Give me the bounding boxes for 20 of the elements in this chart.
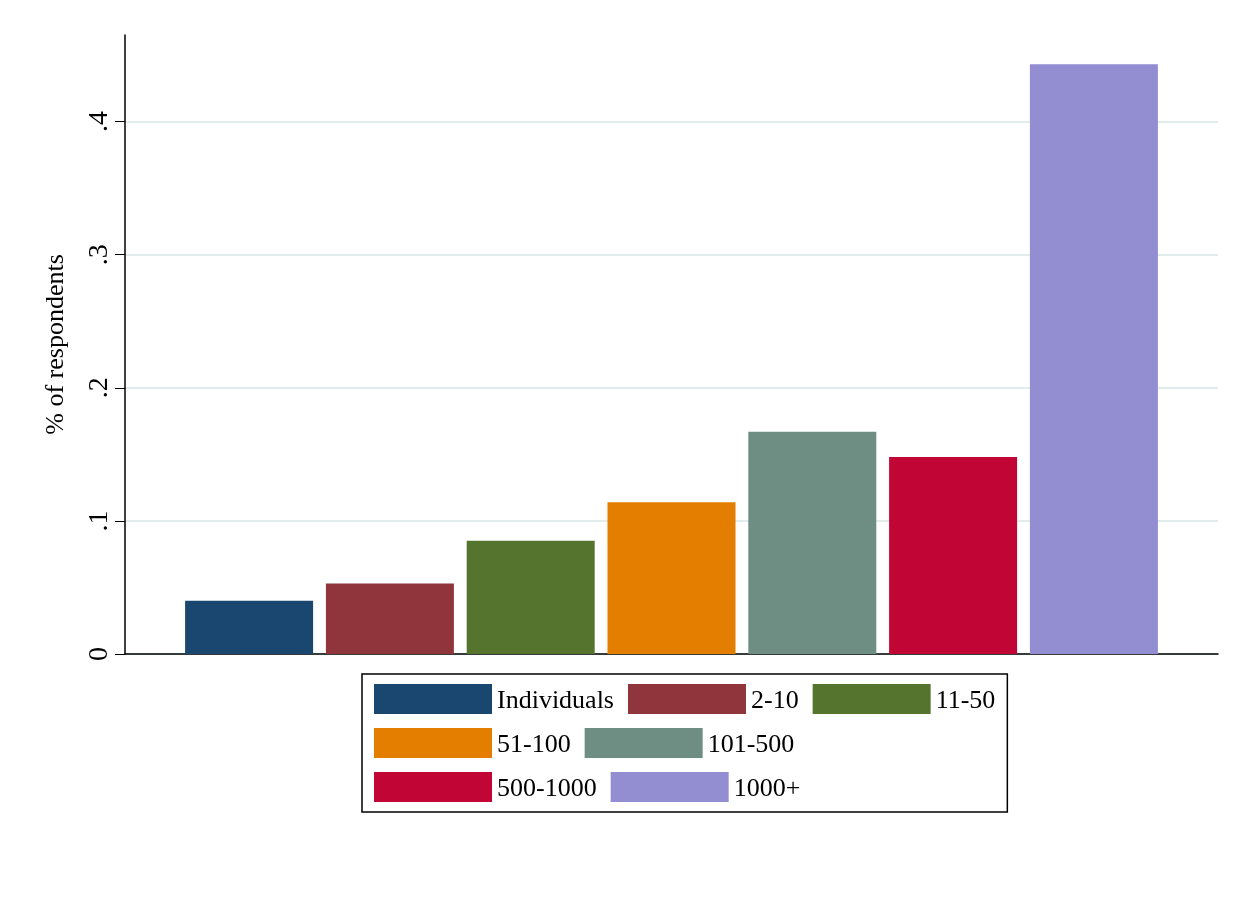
y-tick-label: 0 (81, 647, 113, 661)
bar (607, 502, 736, 654)
bar (325, 583, 454, 654)
legend-label: 500-1000 (497, 772, 597, 802)
legend-label: 51-100 (497, 728, 571, 758)
legend-label: 101-500 (707, 728, 795, 758)
legend-label: 11-50 (935, 684, 996, 714)
y-tick-label: .4 (81, 111, 113, 133)
y-axis-title: % of respondents (39, 254, 69, 435)
bar (185, 600, 314, 654)
bar (889, 456, 1018, 654)
legend-label: 1000+ (733, 772, 801, 802)
bar (748, 431, 877, 654)
legend-label: Individuals (497, 684, 614, 714)
y-tick-label: .2 (81, 377, 113, 399)
y-tick-label: .3 (81, 244, 113, 266)
y-tick-label: .1 (81, 510, 113, 532)
bar (1029, 64, 1158, 654)
legend-label: 2-10 (750, 684, 799, 714)
bar (466, 540, 595, 654)
